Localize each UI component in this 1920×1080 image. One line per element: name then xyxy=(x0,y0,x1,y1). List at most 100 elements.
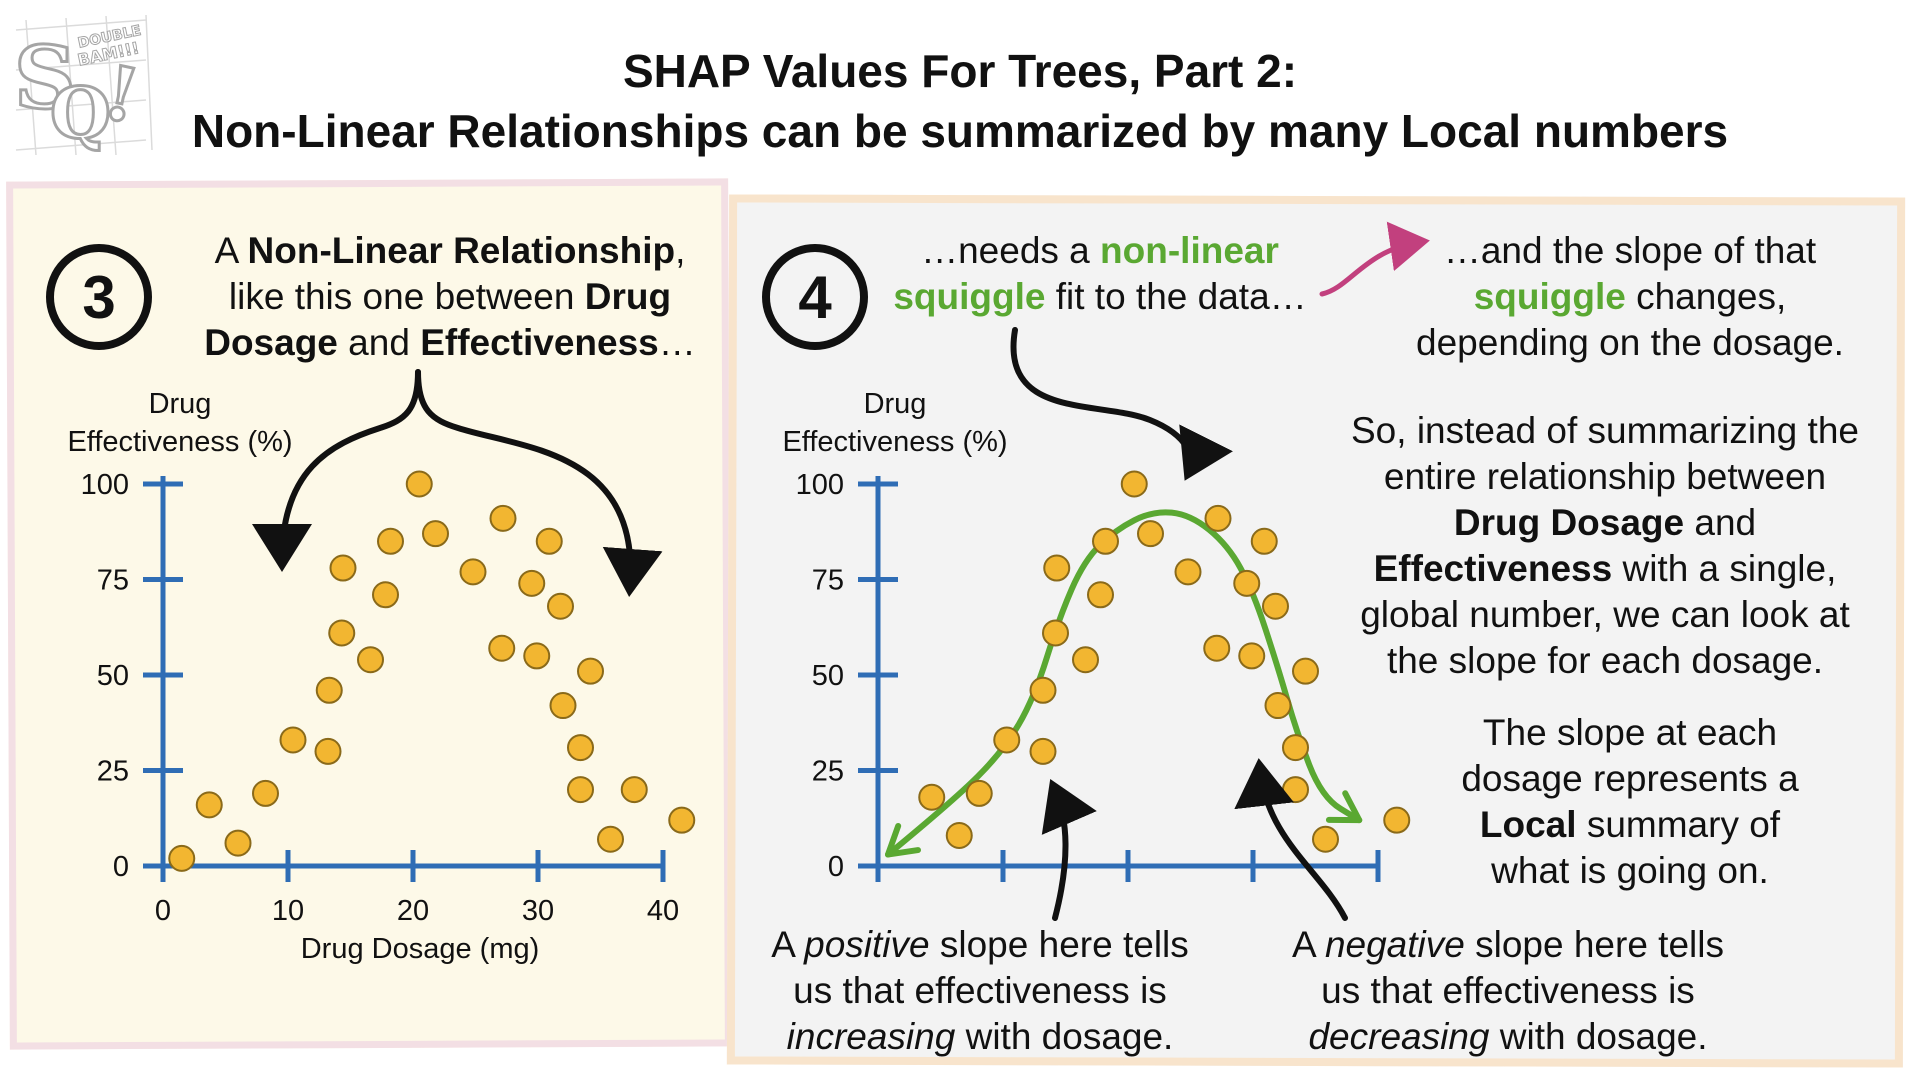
data-point xyxy=(1174,558,1202,586)
svg-text:Q: Q xyxy=(50,72,111,155)
pink-arrow xyxy=(1319,221,1430,297)
data-point xyxy=(1072,646,1099,674)
y-tick-label: 100 xyxy=(796,469,844,501)
text-run: slope here tells xyxy=(929,924,1189,965)
data-point xyxy=(168,844,196,872)
text-run: fit to the data… xyxy=(1045,276,1307,317)
left-xlabel: Drug Dosage (mg) xyxy=(301,933,540,965)
text-run: positive xyxy=(804,924,930,965)
text-run: …and the slope of that xyxy=(1443,230,1817,271)
data-point xyxy=(329,554,357,582)
right-ylabel-line1: Drug xyxy=(864,388,927,420)
data-point xyxy=(422,520,449,548)
text-run: So, instead of summarizing the xyxy=(1351,410,1859,451)
data-point xyxy=(377,527,404,555)
text-run: The slope at each xyxy=(1482,712,1778,753)
page-title-line-1: SHAP Values For Trees, Part 2: xyxy=(622,45,1298,97)
text-run: depending on the dosage. xyxy=(1416,322,1844,363)
data-point xyxy=(918,783,946,811)
text-run: us that effectiveness is xyxy=(1321,970,1695,1011)
y-tick-label: 50 xyxy=(812,660,844,692)
y-tick-label: 100 xyxy=(81,469,129,501)
data-point xyxy=(1137,520,1164,548)
data-point xyxy=(489,504,517,532)
squiggle-curve xyxy=(885,509,1363,858)
text-run: non-linear xyxy=(1100,230,1279,271)
negative-slope-note: A negative slope here tells us that effec… xyxy=(1268,922,1748,1060)
y-tick-label: 75 xyxy=(97,565,129,597)
text-run: Effectiveness xyxy=(420,322,659,363)
text-run: with a single, xyxy=(1612,548,1837,589)
squiggle-arrowhead xyxy=(1325,790,1363,824)
text-run: and xyxy=(337,322,421,363)
squiggle-caption: …needs a non-linear squiggle fit to the d… xyxy=(880,228,1320,320)
x-tick-label: 20 xyxy=(397,895,429,927)
left-caption: A Non-Linear Relationship, like this one … xyxy=(180,228,720,366)
data-point xyxy=(1029,737,1057,765)
text-run: … xyxy=(658,322,696,363)
data-point xyxy=(567,776,594,804)
data-point xyxy=(459,558,487,586)
data-point xyxy=(314,737,342,765)
data-point xyxy=(1264,692,1292,720)
data-point xyxy=(1203,634,1231,662)
left-ylabel-line2: Effectiveness (%) xyxy=(67,426,292,458)
text-run: …needs a xyxy=(921,230,1101,271)
x-tick-label: 30 xyxy=(522,895,554,927)
text-run: what is going on. xyxy=(1491,850,1769,891)
y-tick-label: 0 xyxy=(828,851,844,883)
text-run: A xyxy=(1292,924,1325,965)
text-run: Drug Dosage xyxy=(1453,502,1685,543)
data-point xyxy=(1383,806,1411,834)
double-bam-logo: S Q ! DOUBLE BAM!!! xyxy=(13,14,153,157)
data-point xyxy=(279,726,307,754)
local-paragraph: The slope at each dosage represents a Loca… xyxy=(1420,710,1840,894)
data-point xyxy=(372,581,399,609)
y-tick-label: 25 xyxy=(97,756,129,788)
data-point xyxy=(1262,592,1289,620)
data-point xyxy=(1092,527,1119,555)
data-point xyxy=(945,821,973,849)
step-3-badge: 3 xyxy=(46,244,152,350)
data-point xyxy=(195,791,223,819)
data-point xyxy=(488,634,516,662)
brace-arrows xyxy=(252,369,663,597)
left-scatter-chart: 0 25 50 75 100 0 10 20 30 40 xyxy=(81,469,696,927)
y-tick-label: 0 xyxy=(113,851,129,883)
y-tick-label: 75 xyxy=(812,565,844,597)
data-point xyxy=(567,734,594,762)
data-point xyxy=(224,829,252,857)
svg-text:S: S xyxy=(14,28,76,129)
x-tick-label: 10 xyxy=(272,895,304,927)
text-run: entire relationship between xyxy=(1383,456,1827,497)
slope-caption: …and the slope of that squiggle changes, d… xyxy=(1380,228,1880,366)
data-point xyxy=(1282,776,1309,804)
text-run: squiggle xyxy=(1473,276,1626,317)
data-point xyxy=(405,470,433,498)
data-point xyxy=(577,657,604,685)
pointer-arrows xyxy=(1010,327,1348,921)
squiggle-arrowhead xyxy=(885,822,921,858)
data-point xyxy=(315,676,343,704)
y-tick-label: 25 xyxy=(812,756,844,788)
data-point xyxy=(1292,657,1319,685)
text-run: summary of xyxy=(1576,804,1781,845)
data-point xyxy=(1120,470,1148,498)
text-run: dosage represents a xyxy=(1461,758,1799,799)
x-tick-label: 40 xyxy=(647,895,679,927)
data-point xyxy=(549,692,577,720)
text-run: the slope for each dosage. xyxy=(1386,640,1824,681)
text-run: Local xyxy=(1479,804,1577,845)
text-run: squiggle xyxy=(893,276,1046,317)
text-run: us that effectiveness is xyxy=(793,970,1167,1011)
data-point xyxy=(535,527,563,555)
x-tick-label: 0 xyxy=(155,895,171,927)
data-point xyxy=(1250,527,1278,555)
text-run: A xyxy=(214,230,248,271)
data-point xyxy=(328,619,356,647)
data-point xyxy=(1042,619,1069,647)
data-point xyxy=(965,779,993,807)
data-point xyxy=(1043,554,1071,582)
text-run: like this one between xyxy=(228,276,585,317)
data-point xyxy=(518,569,546,597)
